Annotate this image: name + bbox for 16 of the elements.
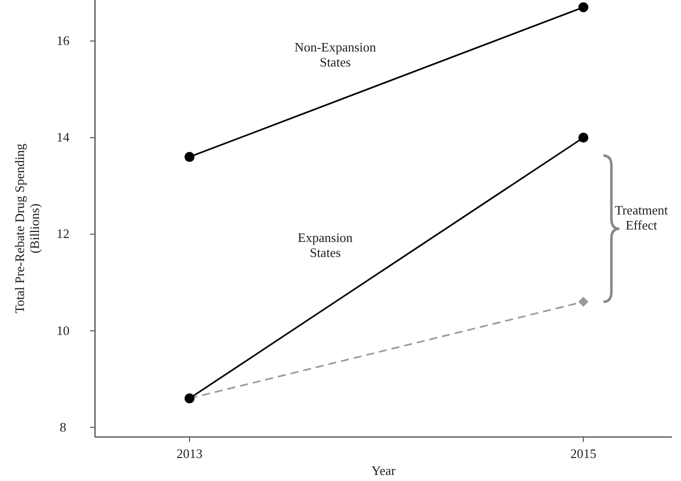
y-tick-label: 14 [56, 130, 70, 145]
series-label: Expansion States [298, 230, 354, 260]
point [578, 2, 588, 12]
x-tick-label: 2013 [176, 446, 203, 461]
point [578, 132, 588, 143]
y-tick-label: 12 [56, 226, 70, 242]
y-tick-label: 8 [60, 419, 66, 434]
x-tick-label: 2015 [570, 446, 596, 461]
point [578, 296, 588, 307]
y-axis-title: Total Pre-Rebate Drug Spending (Billions) [12, 143, 42, 314]
y-tick-label: 10 [56, 322, 70, 338]
series-label: Non-Expansion States [294, 40, 377, 70]
y-tick-label: 16 [56, 33, 70, 48]
x-axis-title: Year [372, 463, 396, 478]
point [184, 152, 195, 162]
annotation: Treatment Effect [614, 202, 668, 233]
